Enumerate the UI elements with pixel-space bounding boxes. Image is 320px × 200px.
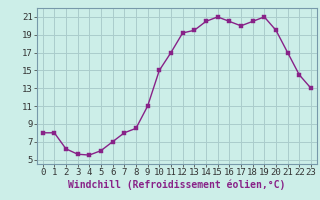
X-axis label: Windchill (Refroidissement éolien,°C): Windchill (Refroidissement éolien,°C) [68,180,285,190]
